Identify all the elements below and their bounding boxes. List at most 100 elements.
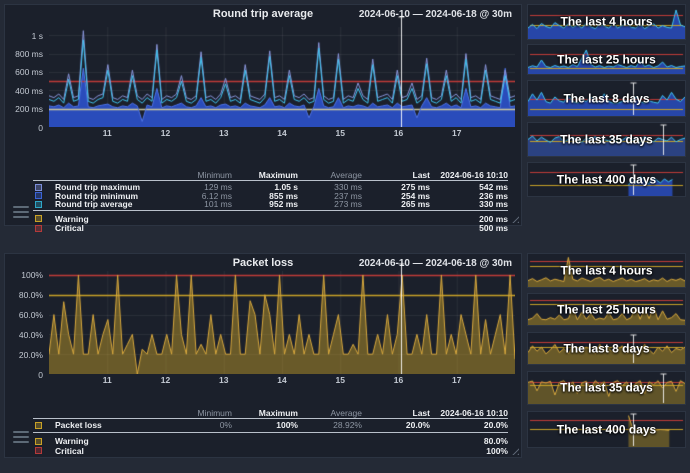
x-tick-label: 13	[219, 128, 229, 138]
legend-threshold-value: 100%	[486, 445, 508, 456]
legend-series-name[interactable]: Round trip maximum	[55, 182, 141, 192]
legend-value: 237 ms	[334, 190, 362, 201]
legend-value: 330 ms	[479, 199, 508, 210]
legend-series-row[interactable]: Round trip minimum 6.12 ms 855 ms 237 ms 254…	[33, 190, 508, 201]
series-swatch-icon	[35, 183, 42, 191]
legend-header-row: Minimum Maximum Average Last 2024-06-16 10:1…	[33, 407, 508, 418]
y-tick-label: 100%	[21, 270, 43, 281]
legend-threshold-name: Warning	[55, 436, 89, 446]
mini-chart[interactable]	[528, 81, 685, 116]
mini-panel-the-last-35-days[interactable]: The last 35 days	[527, 371, 686, 405]
time-range-label: 2024-06-10 — 2024-06-18 @ 30m	[359, 9, 512, 20]
legend-threshold-row: Critical 100%	[33, 446, 508, 456]
panel-menu-icon[interactable]	[13, 431, 29, 446]
legend-value: 542 ms	[479, 182, 508, 192]
mini-panel-the-last-400-days[interactable]: The last 400 days	[527, 162, 686, 197]
x-tick-label: 11	[102, 375, 112, 385]
y-tick-label: 80.0%	[18, 290, 43, 301]
y-tick-label: 60.0%	[18, 310, 43, 321]
legend-value: 20.0%	[483, 420, 508, 430]
resize-handle-icon[interactable]	[509, 213, 519, 223]
legend-header: Maximum	[258, 169, 298, 180]
x-tick-label: 15	[335, 375, 345, 385]
mini-chart[interactable]	[528, 5, 685, 39]
legend-series-block: Round trip maximum 129 ms 1.05 s 330 ms 275 …	[33, 180, 508, 211]
mini-chart[interactable]	[528, 372, 685, 404]
legend-series-row[interactable]: Round trip average 101 ms 952 ms 273 ms 265 …	[33, 199, 508, 210]
legend-threshold-name: Critical	[55, 223, 84, 234]
x-tick-label: 11	[102, 128, 112, 138]
x-tick-label: 12	[160, 128, 171, 138]
x-tick-label: 14	[277, 128, 287, 138]
series-swatch-icon	[35, 192, 42, 200]
legend-value: 20.0%	[405, 420, 430, 430]
legend-table: Minimum Maximum Average Last 2024-06-16 10:1…	[33, 169, 508, 233]
y-tick-label: 20.0%	[18, 349, 43, 360]
legend-threshold-row: Warning 80.0%	[33, 436, 508, 446]
legend-value: 129 ms	[204, 182, 232, 192]
resize-handle-icon[interactable]	[509, 445, 519, 455]
legend-value: 100%	[276, 420, 298, 430]
mini-panel-the-last-400-days[interactable]: The last 400 days	[527, 411, 686, 448]
mini-chart[interactable]	[528, 333, 685, 364]
y-tick-label: 200 ms	[15, 104, 43, 115]
legend-header: Minimum	[197, 169, 232, 180]
legend-value: 265 ms	[401, 199, 430, 210]
x-tick-label: 16	[393, 128, 404, 138]
threshold-swatch-icon	[35, 215, 42, 223]
x-tick-label: 15	[335, 128, 345, 138]
x-tick-label: 12	[160, 375, 171, 385]
legend-header: 2024-06-16 10:10	[440, 407, 508, 418]
y-tick-label: 400 ms	[15, 85, 43, 96]
legend-header: 2024-06-16 10:10	[440, 169, 508, 180]
legend-threshold-block: Warning 80.0% Critical 100%	[33, 436, 508, 456]
legend-series-row[interactable]: Round trip maximum 129 ms 1.05 s 330 ms 275 …	[33, 182, 508, 192]
legend-value: 952 ms	[269, 199, 298, 210]
legend-header: Average	[330, 407, 362, 418]
legend-threshold-block: Warning 200 ms Critical 500 ms	[33, 214, 508, 233]
legend-threshold-value: 200 ms	[479, 213, 508, 224]
legend-value: 254 ms	[401, 190, 430, 201]
legend-header: Maximum	[258, 407, 298, 418]
mini-chart[interactable]	[528, 294, 685, 325]
legend-series-row[interactable]: Packet loss 0% 100% 28.92% 20.0% 20.0%	[33, 420, 508, 430]
x-tick-label: 14	[277, 375, 287, 385]
packet-loss-chart[interactable]	[49, 262, 515, 374]
legend-value: 6.12 ms	[201, 190, 232, 201]
legend-threshold-value: 80.0%	[483, 436, 508, 446]
legend-threshold-value: 500 ms	[479, 223, 508, 234]
mini-chart[interactable]	[528, 123, 685, 156]
y-tick-label: 1 s	[31, 30, 43, 41]
x-tick-label: 17	[452, 128, 462, 138]
mini-chart[interactable]	[528, 412, 685, 447]
mini-panel-the-last-8-days[interactable]: The last 8 days	[527, 332, 686, 365]
y-tick-label: 800 ms	[15, 49, 43, 60]
threshold-swatch-icon	[35, 447, 42, 455]
mini-panel-the-last-25-hours[interactable]: The last 25 hours	[527, 44, 686, 75]
panel-menu-icon[interactable]	[13, 206, 29, 221]
mini-panel-the-last-4-hours[interactable]: The last 4 hours	[527, 4, 686, 40]
mini-chart[interactable]	[528, 254, 685, 287]
mini-panel-the-last-4-hours[interactable]: The last 4 hours	[527, 253, 686, 288]
mini-chart[interactable]	[528, 163, 685, 196]
mini-panel-the-last-25-hours[interactable]: The last 25 hours	[527, 293, 686, 326]
round-trip-chart[interactable]	[49, 15, 515, 127]
legend-value: 0%	[219, 420, 232, 430]
legend-threshold-name: Warning	[55, 213, 89, 224]
legend-header: Average	[330, 169, 362, 180]
mini-panel-the-last-35-days[interactable]: The last 35 days	[527, 122, 686, 157]
threshold-swatch-icon	[35, 224, 42, 232]
legend-series-name[interactable]: Round trip average	[55, 199, 133, 210]
y-tick-label: 40.0%	[18, 329, 43, 340]
legend-header: Minimum	[197, 407, 232, 418]
legend-value: 855 ms	[269, 190, 298, 201]
legend-series-name[interactable]: Packet loss	[55, 420, 102, 430]
legend-value: 275 ms	[401, 182, 430, 192]
mini-chart[interactable]	[528, 45, 685, 74]
legend-series-name[interactable]: Round trip minimum	[55, 190, 139, 201]
y-tick-label: 600 ms	[15, 67, 43, 78]
legend-series-block: Packet loss 0% 100% 28.92% 20.0% 20.0%	[33, 418, 508, 433]
round-trip-average-panel: Round trip average 2024-06-10 — 2024-06-…	[4, 4, 522, 233]
mini-panel-the-last-8-days[interactable]: The last 8 days	[527, 80, 686, 117]
legend-value: 236 ms	[479, 190, 508, 201]
